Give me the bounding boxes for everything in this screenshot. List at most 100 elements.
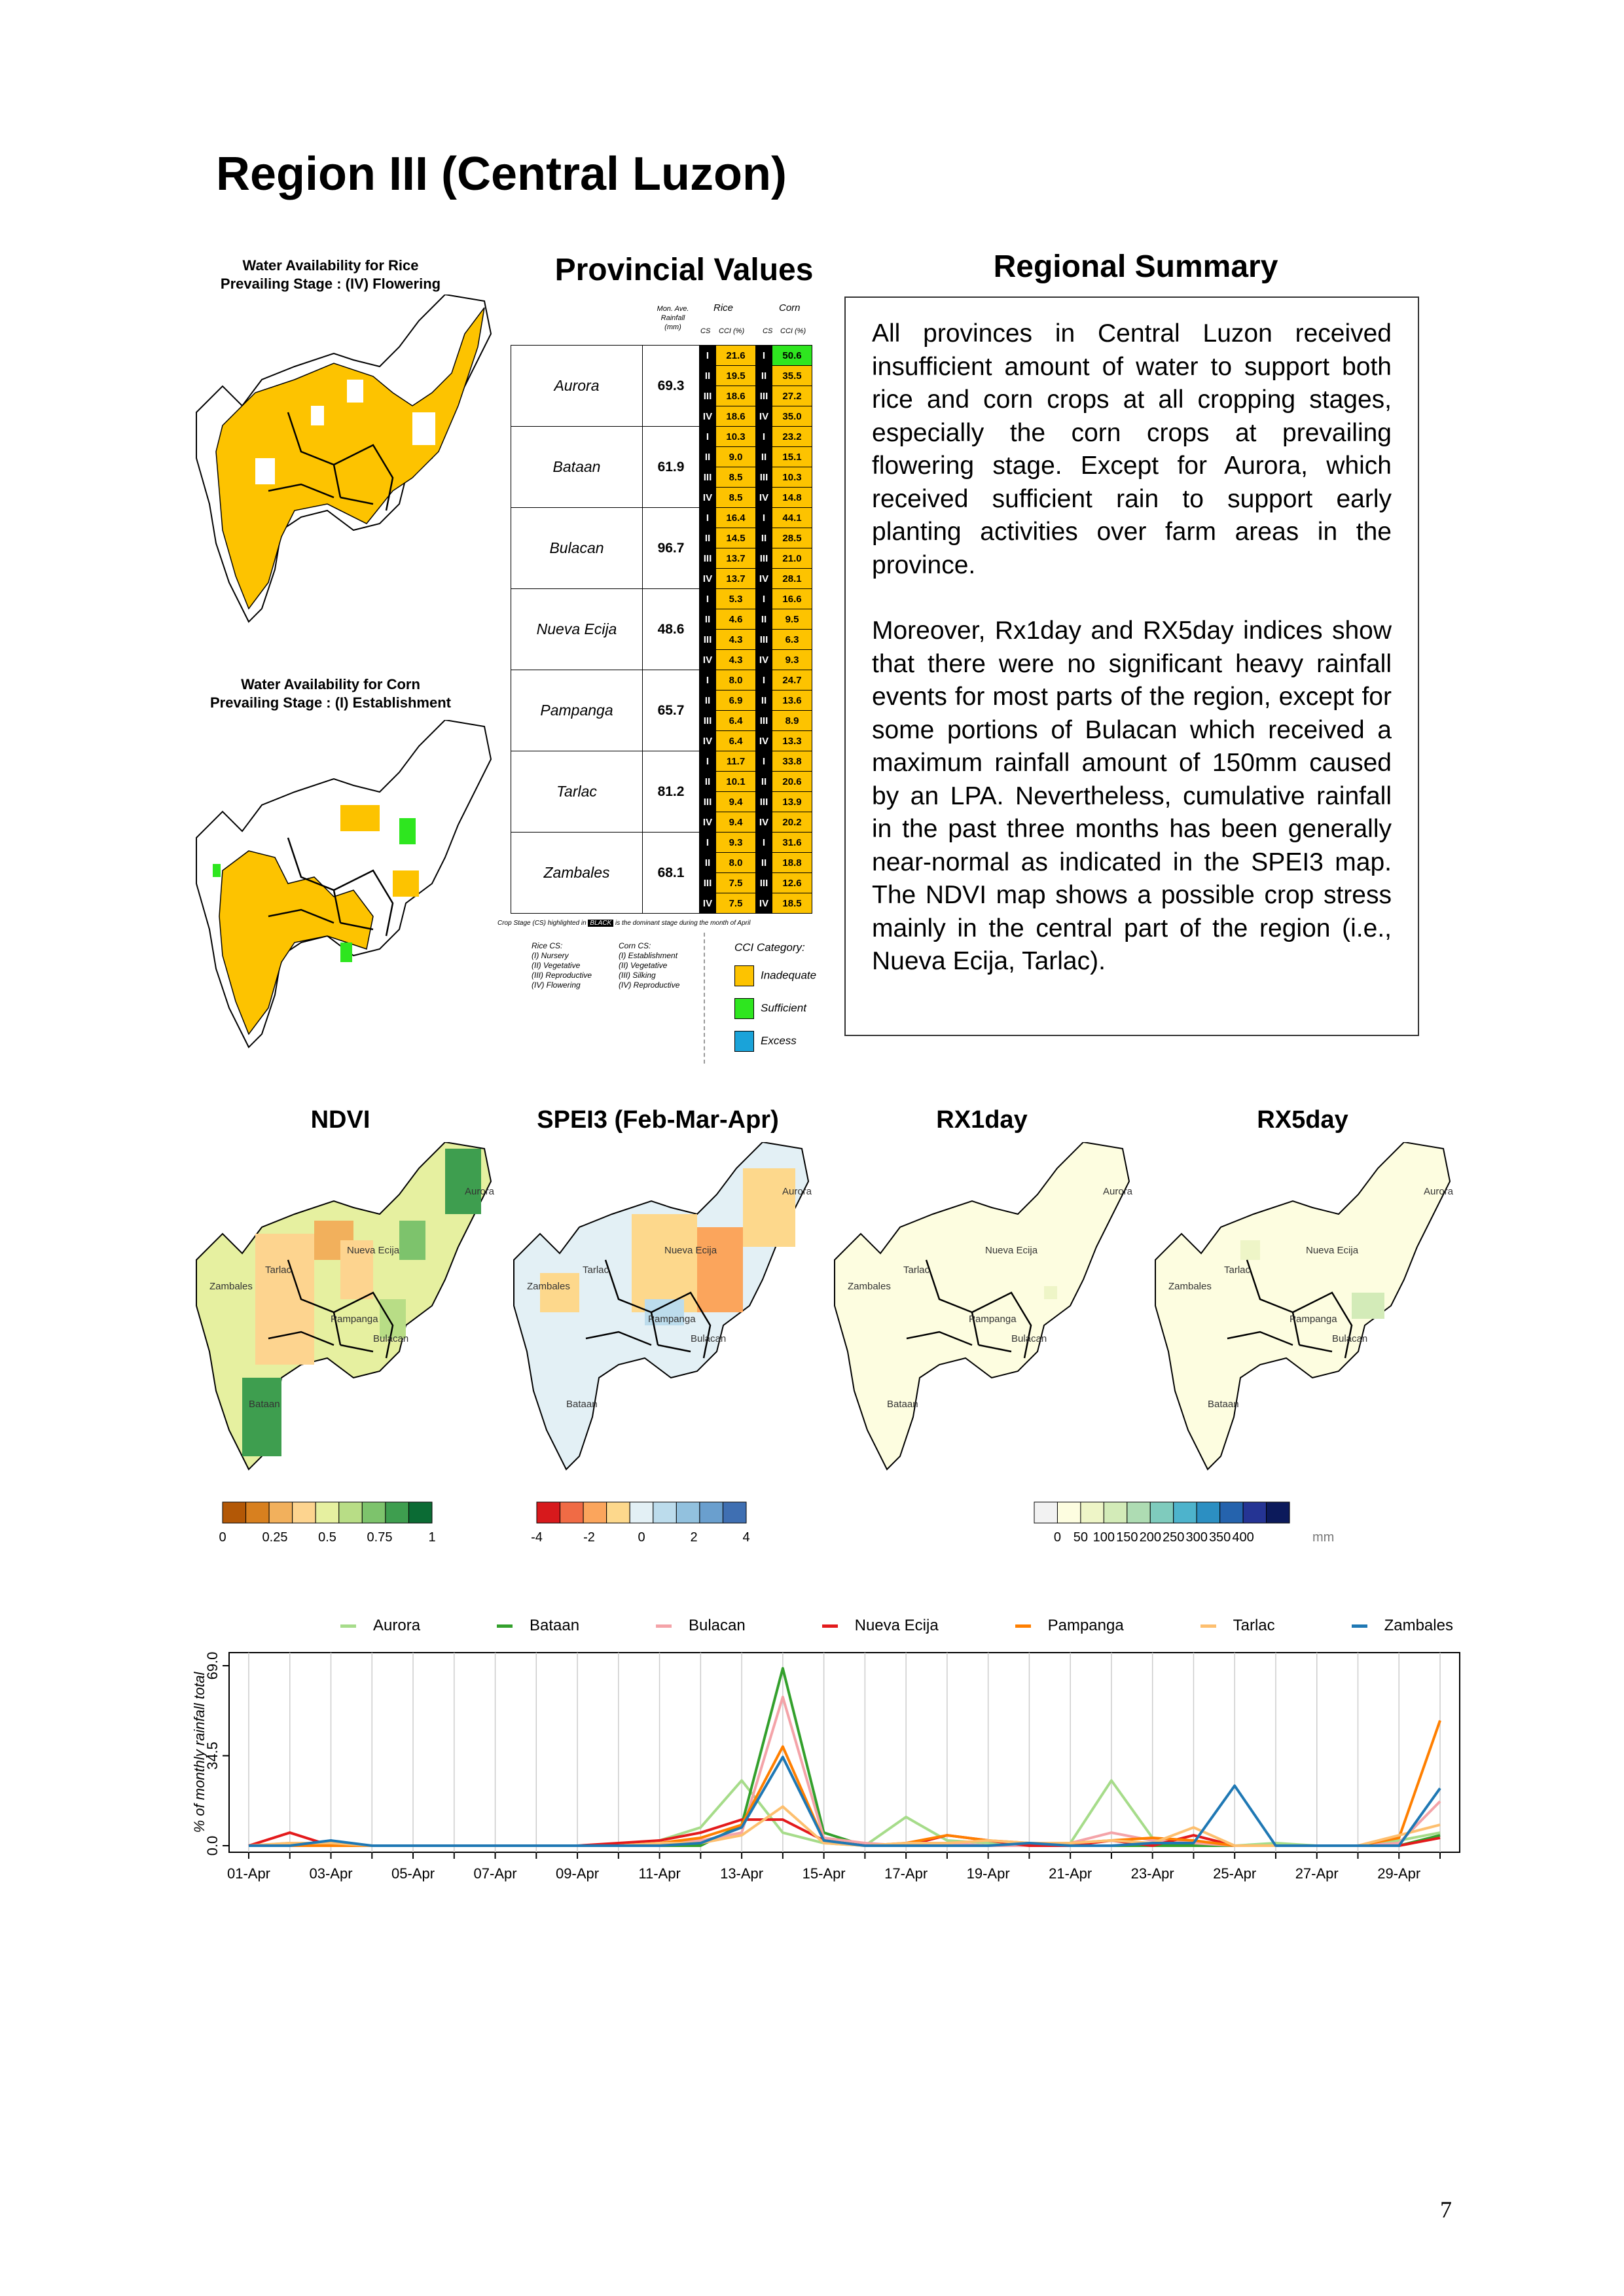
corn-map-title: Water Availability for Corn: [241, 676, 420, 692]
rice-cs: IV: [699, 487, 716, 508]
legend-label: Zambales: [1384, 1617, 1453, 1634]
corn-cs: II: [755, 690, 772, 711]
scale-label: 100: [1093, 1530, 1115, 1545]
rice-cci: 6.4: [715, 730, 756, 751]
map-patch: [399, 1221, 425, 1260]
table-row: II 10.1 II 20.6: [511, 771, 812, 792]
provincial-values-table: Aurora 69.3 I 21.6 I 50.6 II 19.5 II 35.5 III 18.6 I…: [511, 345, 812, 914]
map-patch: [380, 1299, 406, 1338]
table-row: III 8.5 III 10.3: [511, 467, 812, 488]
map-patch: [1352, 1293, 1384, 1319]
rice-cci-header: CCI (%): [719, 327, 745, 335]
corn-cci: 35.0: [772, 406, 812, 427]
table-row: IV 18.6 IV 35.0: [511, 406, 812, 427]
province-name: Bulacan: [511, 507, 643, 589]
map-province-label: Zambales: [527, 1281, 570, 1292]
corn-cci: 44.1: [772, 507, 812, 528]
map-patch: [632, 1214, 697, 1312]
province-borders: [585, 1259, 712, 1359]
x-tick-label: 07-Apr: [474, 1865, 517, 1882]
x-tick-label: 29-Apr: [1377, 1865, 1420, 1882]
map-province-label: Bulacan: [373, 1333, 408, 1344]
scale-swatch: [699, 1501, 723, 1524]
scale-unit: mm: [1312, 1530, 1334, 1545]
crop-stage-footnote: Crop Stage (CS) highlighted in BLACK is …: [497, 920, 750, 927]
table-row: III 18.6 III 27.2: [511, 386, 812, 406]
map-patch: [697, 1227, 743, 1312]
corn-cci: 9.5: [772, 609, 812, 630]
map-province-label: Zambales: [209, 1281, 253, 1292]
corn-cs: I: [755, 670, 772, 691]
rice-cs: II: [699, 771, 716, 792]
rain-header-3: (mm): [664, 323, 681, 331]
rice-cs: II: [699, 365, 716, 386]
scale-swatch: [722, 1501, 747, 1524]
province-name: Zambales: [511, 832, 643, 914]
rice-cs: III: [699, 467, 716, 488]
rice-cci: 18.6: [715, 406, 756, 427]
corn-cci: 6.3: [772, 629, 812, 650]
rice-water-map: [196, 295, 492, 623]
corn-cs: III: [755, 548, 772, 569]
province-name: Pampanga: [511, 670, 643, 751]
corn-cci: 20.2: [772, 812, 812, 833]
corn-cci: 50.6: [772, 345, 812, 366]
map-province-label: Aurora: [782, 1186, 812, 1197]
rice-map-stage: Prevailing Stage : (IV) Flowering: [220, 276, 441, 292]
corn-cs: III: [755, 791, 772, 812]
table-row: II 6.9 II 13.6: [511, 690, 812, 711]
scale-label: 0.75: [367, 1530, 393, 1545]
rice-cs: I: [699, 588, 716, 609]
rice-cci: 9.4: [715, 791, 756, 812]
rice-cs: III: [699, 548, 716, 569]
x-tick-label: 03-Apr: [309, 1865, 352, 1882]
scale-swatch: [1103, 1501, 1128, 1524]
scale-swatch: [245, 1501, 270, 1524]
corn-cci: 16.6: [772, 588, 812, 609]
rice-cci: 4.3: [715, 649, 756, 670]
legend-label: Bataan: [529, 1617, 580, 1634]
corn-cci: 33.8: [772, 751, 812, 772]
scale-label: 0: [638, 1530, 645, 1545]
x-tick-label: 25-Apr: [1213, 1865, 1256, 1882]
corn-water-map: [196, 720, 492, 1049]
x-tick-label: 23-Apr: [1131, 1865, 1174, 1882]
table-row: III 4.3 III 6.3: [511, 629, 812, 650]
footnote-black: BLACK: [588, 920, 614, 927]
rx1day-title: RX1day: [936, 1106, 1028, 1134]
map-province-label: Bulacan: [1332, 1333, 1367, 1344]
rice-cs: I: [699, 670, 716, 691]
cci-legend-item: Excess: [734, 1031, 816, 1052]
corn-cs: I: [755, 588, 772, 609]
map-province-label: Bataan: [566, 1399, 598, 1410]
map-province-label: Bataan: [249, 1399, 280, 1410]
scale-swatch: [315, 1501, 340, 1524]
corn-cs: II: [755, 609, 772, 630]
scale-swatch: [222, 1501, 247, 1524]
rice-cci: 21.6: [715, 345, 756, 366]
legend-line: [340, 1624, 356, 1628]
corn-map-caption: Water Availability for Corn Prevailing S…: [190, 675, 471, 712]
map-patch: [242, 1378, 281, 1456]
rice-cs: III: [699, 629, 716, 650]
scale-swatch: [338, 1501, 363, 1524]
cci-swatch: [734, 1031, 754, 1052]
map-province-label: Aurora: [1103, 1186, 1133, 1197]
rice-cs: I: [699, 426, 716, 447]
rice-cci: 13.7: [715, 548, 756, 569]
corn-cs: II: [755, 852, 772, 873]
scale-label: 0: [219, 1530, 226, 1545]
table-row: IV 7.5 IV 18.5: [511, 893, 812, 914]
corn-cs: I: [755, 751, 772, 772]
corn-cci: 12.6: [772, 872, 812, 893]
table-row: IV 9.4 IV 20.2: [511, 812, 812, 833]
corn-cci: 13.3: [772, 730, 812, 751]
x-tick-label: 27-Apr: [1295, 1865, 1339, 1882]
legend-entry: Tarlac: [1200, 1617, 1275, 1635]
corn-cs: IV: [755, 649, 772, 670]
rice-cci: 6.9: [715, 690, 756, 711]
rice-cs: III: [699, 791, 716, 812]
corn-cs: I: [755, 345, 772, 366]
rice-cci: 9.3: [715, 832, 756, 853]
